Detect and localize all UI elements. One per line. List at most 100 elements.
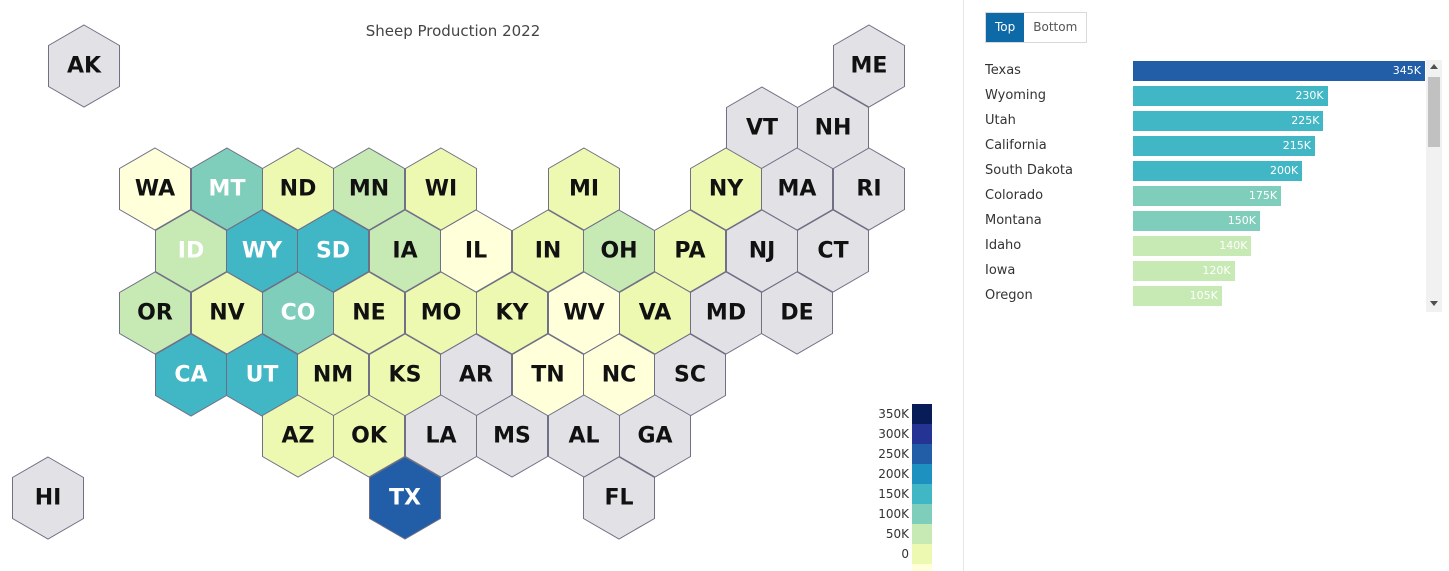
- state-hex-fl[interactable]: FL: [582, 456, 656, 540]
- state-hex-in[interactable]: IN: [511, 209, 585, 293]
- state-hex-shape[interactable]: [11, 456, 85, 540]
- state-hex-ny[interactable]: NY: [689, 147, 763, 231]
- state-hex-wi[interactable]: WI: [404, 147, 478, 231]
- state-hex-ms[interactable]: MS: [475, 394, 549, 478]
- state-hex-ia[interactable]: IA: [368, 209, 442, 293]
- state-hex-shape[interactable]: [796, 209, 870, 293]
- ranking-row[interactable]: Oregon 105K: [985, 283, 1427, 308]
- ranking-row[interactable]: Iowa 120K: [985, 258, 1427, 283]
- state-hex-co[interactable]: CO: [261, 271, 335, 355]
- state-hex-or[interactable]: OR: [118, 271, 192, 355]
- state-hex-mt[interactable]: MT: [190, 147, 264, 231]
- state-hex-tx[interactable]: TX: [368, 456, 442, 540]
- state-hex-ks[interactable]: KS: [368, 333, 442, 417]
- state-hex-mi[interactable]: MI: [547, 147, 621, 231]
- ranking-bar[interactable]: 230K: [1133, 86, 1328, 106]
- state-hex-ri[interactable]: RI: [832, 147, 906, 231]
- ranking-state-name: Wyoming: [985, 88, 1047, 103]
- state-hex-shape[interactable]: [332, 147, 406, 231]
- ranking-value-label: 140K: [1219, 239, 1248, 252]
- legend-swatch: [912, 404, 932, 424]
- state-hex-me[interactable]: ME: [832, 24, 906, 108]
- state-hex-ak[interactable]: AK: [47, 24, 121, 108]
- state-hex-nj[interactable]: NJ: [725, 209, 799, 293]
- ranking-scrollbar[interactable]: [1426, 60, 1442, 312]
- state-hex-shape[interactable]: [332, 394, 406, 478]
- ranking-bar[interactable]: 215K: [1133, 136, 1315, 156]
- state-hex-shape[interactable]: [118, 271, 192, 355]
- state-label: MO: [421, 301, 462, 326]
- state-hex-ca[interactable]: CA: [154, 333, 228, 417]
- state-hex-pa[interactable]: PA: [653, 209, 727, 293]
- ranking-state-name: Texas: [985, 63, 1021, 78]
- state-hex-al[interactable]: AL: [547, 394, 621, 478]
- ranking-row[interactable]: Texas 345K: [985, 58, 1427, 83]
- state-hex-nd[interactable]: ND: [261, 147, 335, 231]
- state-hex-ok[interactable]: OK: [332, 394, 406, 478]
- state-hex-wy[interactable]: WY: [225, 209, 299, 293]
- ranking-row[interactable]: Montana 150K: [985, 208, 1427, 233]
- state-hex-hi[interactable]: HI: [11, 456, 85, 540]
- state-hex-shape[interactable]: [760, 271, 834, 355]
- ranking-bar[interactable]: 225K: [1133, 111, 1324, 131]
- ranking-bar[interactable]: 200K: [1133, 161, 1303, 181]
- state-hex-nc[interactable]: NC: [582, 333, 656, 417]
- ranking-row[interactable]: Idaho 140K: [985, 233, 1427, 258]
- bottom-button[interactable]: Bottom: [1024, 13, 1087, 42]
- ranking-bar[interactable]: 345K: [1133, 61, 1425, 81]
- state-hex-mn[interactable]: MN: [332, 147, 406, 231]
- scroll-down-arrow-icon[interactable]: [1430, 301, 1438, 306]
- state-hex-az[interactable]: AZ: [261, 394, 335, 478]
- state-label: MT: [209, 177, 246, 202]
- ranking-value-label: 175K: [1248, 189, 1278, 202]
- state-hex-md[interactable]: MD: [689, 271, 763, 355]
- state-hex-shape[interactable]: [368, 456, 442, 540]
- state-hex-la[interactable]: LA: [404, 394, 478, 478]
- state-hex-shape[interactable]: [832, 24, 906, 108]
- legend-label: 200K: [878, 467, 910, 481]
- ranking-state-name: Iowa: [985, 263, 1016, 278]
- ranking-row[interactable]: Colorado 175K: [985, 183, 1427, 208]
- state-hex-shape[interactable]: [618, 394, 692, 478]
- legend-swatch: [912, 444, 932, 464]
- ranking-bar[interactable]: 150K: [1133, 211, 1260, 231]
- state-hex-ct[interactable]: CT: [796, 209, 870, 293]
- state-hex-shape[interactable]: [475, 394, 549, 478]
- state-hex-vt[interactable]: VT: [725, 86, 799, 170]
- state-hex-va[interactable]: VA: [618, 271, 692, 355]
- ranking-bar[interactable]: 105K: [1133, 286, 1222, 306]
- state-label: DE: [780, 301, 813, 326]
- ranking-bar[interactable]: 175K: [1133, 186, 1282, 206]
- state-hex-ar[interactable]: AR: [439, 333, 513, 417]
- ranking-bar[interactable]: 120K: [1133, 261, 1235, 281]
- state-hex-wa[interactable]: WA: [118, 147, 192, 231]
- ranking-row[interactable]: South Dakota 200K: [985, 158, 1427, 183]
- ranking-row[interactable]: Wyoming 230K: [985, 83, 1427, 108]
- top-button[interactable]: Top: [986, 13, 1025, 42]
- state-hex-shape[interactable]: [475, 271, 549, 355]
- ranking-row[interactable]: Utah 225K: [985, 108, 1427, 133]
- scroll-thumb[interactable]: [1428, 77, 1440, 147]
- state-hex-wv[interactable]: WV: [547, 271, 621, 355]
- state-hex-shape[interactable]: [582, 456, 656, 540]
- state-hex-ne[interactable]: NE: [332, 271, 406, 355]
- ranking-bar[interactable]: 140K: [1133, 236, 1252, 256]
- state-hex-shape[interactable]: [832, 147, 906, 231]
- state-hex-ma[interactable]: MA: [760, 147, 834, 231]
- state-hex-ky[interactable]: KY: [475, 271, 549, 355]
- state-hex-de[interactable]: DE: [760, 271, 834, 355]
- ranking-value-label: 345K: [1392, 64, 1421, 77]
- state-hex-nh[interactable]: NH: [796, 86, 870, 170]
- state-hex-shape[interactable]: [47, 24, 121, 108]
- state-hex-shape[interactable]: [332, 271, 406, 355]
- ranking-state-name: Oregon: [985, 288, 1033, 303]
- state-label: ND: [280, 177, 317, 202]
- state-hex-shape[interactable]: [118, 147, 192, 231]
- state-label: TX: [389, 486, 421, 511]
- ranking-row[interactable]: California 215K: [985, 133, 1427, 158]
- state-hex-ga[interactable]: GA: [618, 394, 692, 478]
- state-hex-oh[interactable]: OH: [582, 209, 656, 293]
- scroll-up-arrow-icon[interactable]: [1430, 64, 1438, 69]
- state-hex-mo[interactable]: MO: [404, 271, 478, 355]
- state-hex-nm[interactable]: NM: [296, 333, 370, 417]
